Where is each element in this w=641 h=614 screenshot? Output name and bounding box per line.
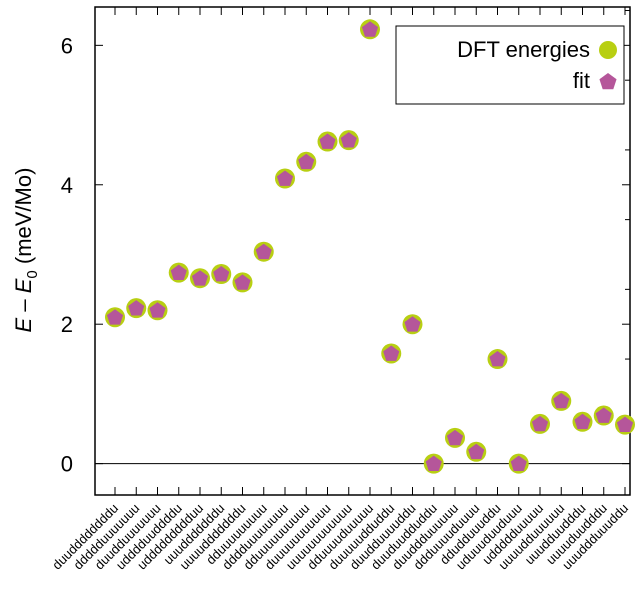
legend-box (395, 25, 625, 105)
fit-point (510, 455, 527, 472)
fit-point (404, 316, 421, 332)
fit-point (383, 345, 400, 361)
fit-point (616, 416, 634, 432)
legend-marker-fit (599, 73, 617, 90)
fit-point (574, 413, 591, 430)
fit-point (319, 133, 336, 149)
y-tick-label: 6 (61, 33, 73, 58)
fit-point (128, 300, 145, 316)
fit-point (170, 264, 187, 280)
fit-point (531, 415, 549, 432)
y-axis: 0 2 4 6 (61, 9, 630, 477)
y-tick-label: 0 (61, 452, 73, 477)
fit-point (595, 407, 612, 423)
y-tick-label: 2 (61, 312, 73, 337)
fit-point (425, 455, 442, 472)
y-axis-label: E – E0 (meV/Mo) (11, 168, 41, 333)
legend-label-fit: fit (573, 68, 590, 93)
data-markers (105, 19, 635, 474)
fit-point (234, 274, 251, 290)
fit-point (298, 153, 315, 170)
legend: DFT energies fit (395, 25, 625, 105)
fit-point (553, 392, 570, 409)
legend-label-dft: DFT energies (457, 37, 590, 62)
fit-point (191, 270, 209, 286)
fit-point (340, 132, 357, 148)
fit-point (255, 243, 272, 260)
fit-point (106, 309, 124, 325)
plot-frame (94, 6, 631, 496)
fit-point (213, 266, 230, 282)
fit-point (149, 302, 166, 318)
legend-marker-dft (599, 41, 617, 59)
fit-point (446, 429, 464, 446)
fit-point (468, 443, 485, 460)
fit-point (276, 170, 294, 186)
fit-point (489, 351, 506, 367)
fit-point (361, 21, 379, 37)
y-tick-label: 4 (61, 173, 73, 198)
